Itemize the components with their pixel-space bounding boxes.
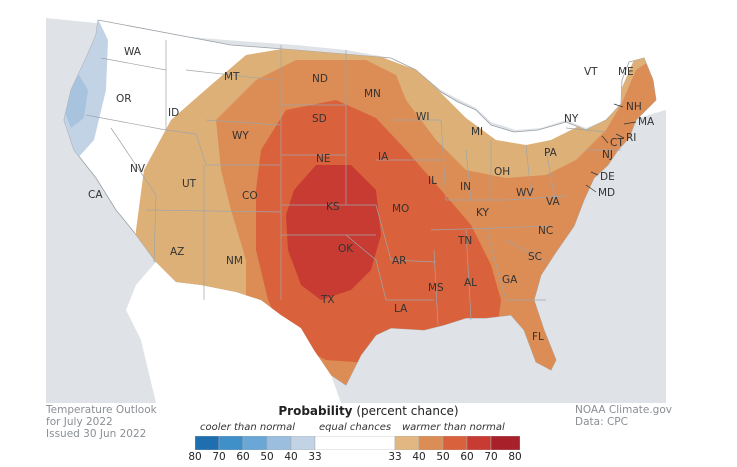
outlook-credit: Temperature Outlook for July 2022 Issued… [46,404,157,440]
state-label-al: AL [464,277,477,289]
state-borders [85,40,621,326]
state-label-fl: FL [532,331,544,343]
outlook-title: Temperature Outlook [46,404,157,416]
source-credit: NOAA Climate.gov Data: CPC [575,404,672,428]
outlook-period: for July 2022 [46,416,113,428]
source-org: NOAA Climate.gov [575,404,672,416]
outlook-map: WA OR CA ID NV MT WY UT AZ CO NM ND SD N… [46,0,666,403]
source-data: Data: CPC [575,416,628,428]
state-label-la: LA [394,303,408,315]
label-leader-lines [585,103,637,193]
legend-title-bold: Probability [278,404,353,418]
state-label-tn: TN [457,235,472,247]
state-label-ma: MA [638,116,655,128]
legend-title-rest: (percent chance) [352,404,459,418]
legend-tick-11: 80 [508,451,522,463]
outlook-issued: Issued 30 Jun 2022 [46,428,147,440]
state-labels: WA OR CA ID NV MT WY UT AZ CO NM ND SD N… [88,46,655,343]
legend-swatch-2 [242,436,268,450]
map-area: WA OR CA ID NV MT WY UT AZ CO NM ND SD N… [46,0,666,403]
state-label-ri: RI [626,132,636,144]
legend-tick-6: 33 [388,451,402,463]
state-label-wy: WY [232,130,249,142]
legend-tick-8: 50 [436,451,450,463]
legend-tick-7: 40 [412,451,426,463]
state-label-nm: NM [226,255,243,267]
state-label-ms: MS [428,282,444,294]
legend-warmer-label: warmer than normal [402,422,505,433]
state-label-mo: MO [392,203,409,215]
state-label-mn: MN [364,88,381,100]
legend-swatch-0 [195,436,220,450]
state-label-nj: NJ [602,149,613,161]
legend-swatch-8 [442,436,468,450]
state-label-md: MD [598,187,615,199]
legend-cooler-label: cooler than normal [200,422,296,433]
state-label-az: AZ [170,246,184,258]
state-label-id: ID [168,107,179,119]
legend-swatch-9 [466,436,492,450]
legend-tick-10: 70 [484,451,498,463]
zone-warmer-60-70 [286,165,381,300]
state-label-sc: SC [528,251,542,263]
state-label-or: OR [116,93,132,105]
state-label-va: VA [546,196,561,208]
state-label-ky: KY [476,207,490,219]
state-label-nv: NV [130,163,146,175]
legend-tick-0: 80 [188,451,202,463]
state-label-ct: CT [610,137,624,149]
legend-title: Probability (percent chance) [0,404,737,418]
state-label-de: DE [600,171,615,183]
canada-land [46,0,666,130]
mexico-land [126,262,341,403]
state-label-ne: NE [316,153,331,165]
state-label-ga: GA [502,274,518,286]
state-label-mi: MI [471,126,483,138]
state-label-vt: VT [584,66,598,78]
state-label-nh: NH [626,101,642,113]
legend-swatch-5 [314,436,396,450]
state-label-wa: WA [124,46,142,58]
state-label-ar: AR [392,255,406,267]
state-label-me: ME [618,66,634,78]
state-label-ok: OK [338,243,354,255]
state-label-mt: MT [224,71,240,83]
legend-colorbar [195,436,520,450]
state-label-ia: IA [378,151,389,163]
legend-tick-4: 40 [284,451,298,463]
state-label-wv: WV [516,187,534,199]
legend-swatch-3 [266,436,292,450]
state-label-tx: TX [320,294,335,306]
legend-tick-1: 70 [212,451,226,463]
legend-equal-label: equal chances [319,422,392,433]
state-label-co: CO [242,190,258,202]
state-label-il: IL [428,175,437,187]
state-label-nd: ND [312,73,328,85]
legend-swatch-7 [418,436,444,450]
legend-swatch-6 [394,436,420,450]
state-label-ca: CA [88,189,103,201]
state-label-pa: PA [544,147,558,159]
state-label-ny: NY [564,113,579,125]
legend-tick-5: 33 [308,451,322,463]
legend-tick-9: 60 [460,451,474,463]
state-label-nc: NC [538,225,553,237]
state-label-oh: OH [494,166,510,178]
state-label-sd: SD [312,113,327,125]
legend-swatch-1 [218,436,244,450]
state-label-in: IN [460,181,471,193]
legend-swatch-4 [290,436,316,450]
state-label-wi: WI [416,111,429,123]
state-label-ut: UT [182,178,197,190]
state-label-ks: KS [326,201,340,213]
legend-swatch-10 [490,436,520,450]
legend-tick-3: 50 [260,451,274,463]
legend-tick-2: 60 [236,451,250,463]
